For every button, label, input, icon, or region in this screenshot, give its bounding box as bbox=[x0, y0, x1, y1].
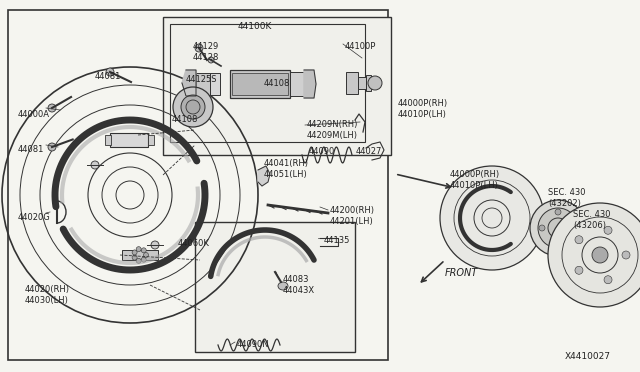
Circle shape bbox=[151, 241, 159, 249]
Text: 44020(RH): 44020(RH) bbox=[25, 285, 70, 294]
Circle shape bbox=[132, 250, 137, 255]
Text: 44030(LH): 44030(LH) bbox=[25, 296, 69, 305]
Text: 44135: 44135 bbox=[324, 236, 350, 245]
Circle shape bbox=[173, 87, 213, 127]
Circle shape bbox=[141, 257, 147, 262]
Circle shape bbox=[604, 276, 612, 284]
Text: SEC. 430: SEC. 430 bbox=[573, 210, 611, 219]
Bar bbox=[110, 133, 148, 147]
Text: 44060K: 44060K bbox=[178, 239, 210, 248]
Text: 44090: 44090 bbox=[309, 147, 335, 156]
Circle shape bbox=[592, 247, 608, 263]
Text: 44128: 44128 bbox=[193, 53, 220, 62]
Text: 44209M(LH): 44209M(LH) bbox=[307, 131, 358, 140]
Text: 44051(LH): 44051(LH) bbox=[264, 170, 308, 179]
Circle shape bbox=[555, 241, 561, 247]
Circle shape bbox=[604, 226, 612, 234]
Text: 44108: 44108 bbox=[172, 115, 198, 124]
Text: 44081: 44081 bbox=[18, 145, 44, 154]
Bar bbox=[358, 77, 366, 89]
Bar bbox=[366, 75, 371, 91]
Text: 44000P(RH): 44000P(RH) bbox=[450, 170, 500, 179]
Circle shape bbox=[530, 200, 586, 256]
Bar bbox=[122, 250, 158, 260]
Circle shape bbox=[539, 225, 545, 231]
Circle shape bbox=[132, 255, 137, 260]
Circle shape bbox=[181, 95, 205, 119]
Circle shape bbox=[571, 225, 577, 231]
Circle shape bbox=[91, 161, 99, 169]
Bar bbox=[170, 24, 365, 142]
Circle shape bbox=[48, 143, 56, 151]
Circle shape bbox=[538, 208, 578, 248]
Circle shape bbox=[48, 104, 56, 112]
Ellipse shape bbox=[278, 282, 288, 290]
Bar bbox=[346, 72, 358, 94]
Text: 44081: 44081 bbox=[95, 72, 122, 81]
Text: FRONT: FRONT bbox=[445, 268, 478, 278]
Text: X4410027: X4410027 bbox=[565, 352, 611, 361]
Text: 44100P: 44100P bbox=[345, 42, 376, 51]
Bar bbox=[290, 72, 304, 96]
Bar bbox=[195, 222, 355, 352]
Bar bbox=[210, 73, 220, 95]
Circle shape bbox=[136, 247, 141, 251]
Circle shape bbox=[622, 251, 630, 259]
Text: 44100K: 44100K bbox=[238, 22, 272, 31]
Bar bbox=[105, 135, 111, 145]
Circle shape bbox=[208, 57, 214, 63]
Text: 44209N(RH): 44209N(RH) bbox=[307, 120, 358, 129]
Circle shape bbox=[195, 44, 203, 52]
Circle shape bbox=[106, 68, 114, 76]
Text: 44041(RH): 44041(RH) bbox=[264, 159, 309, 168]
Circle shape bbox=[186, 100, 200, 114]
Text: 44108: 44108 bbox=[264, 79, 291, 88]
Text: 44020G: 44020G bbox=[18, 213, 51, 222]
Polygon shape bbox=[304, 70, 316, 98]
Circle shape bbox=[136, 258, 141, 263]
Text: 44010P(LH): 44010P(LH) bbox=[450, 181, 499, 190]
Text: 44083: 44083 bbox=[283, 275, 310, 284]
Text: (43202): (43202) bbox=[548, 199, 581, 208]
Text: 44201(LH): 44201(LH) bbox=[330, 217, 374, 226]
Text: 44027: 44027 bbox=[356, 147, 382, 156]
Text: 44200(RH): 44200(RH) bbox=[330, 206, 375, 215]
Circle shape bbox=[548, 203, 640, 307]
Circle shape bbox=[141, 248, 147, 253]
Text: 44000A: 44000A bbox=[18, 110, 50, 119]
Text: 44043X: 44043X bbox=[283, 286, 315, 295]
Polygon shape bbox=[182, 70, 196, 96]
Text: 44000P(RH): 44000P(RH) bbox=[398, 99, 448, 108]
Bar bbox=[196, 73, 210, 95]
Text: (43206): (43206) bbox=[573, 221, 606, 230]
Circle shape bbox=[143, 253, 148, 257]
Text: SEC. 430: SEC. 430 bbox=[548, 188, 586, 197]
Text: 44090N: 44090N bbox=[237, 340, 269, 349]
Bar bbox=[230, 70, 290, 98]
Circle shape bbox=[555, 209, 561, 215]
Bar bbox=[163, 17, 391, 155]
Circle shape bbox=[368, 76, 382, 90]
Polygon shape bbox=[258, 166, 270, 186]
Bar bbox=[232, 73, 288, 95]
Text: 44125S: 44125S bbox=[186, 75, 218, 84]
Text: 44010P(LH): 44010P(LH) bbox=[398, 110, 447, 119]
Bar bbox=[8, 10, 388, 360]
Circle shape bbox=[575, 266, 583, 274]
Bar bbox=[148, 135, 154, 145]
Circle shape bbox=[440, 166, 544, 270]
Circle shape bbox=[575, 236, 583, 244]
Text: 44129: 44129 bbox=[193, 42, 220, 51]
